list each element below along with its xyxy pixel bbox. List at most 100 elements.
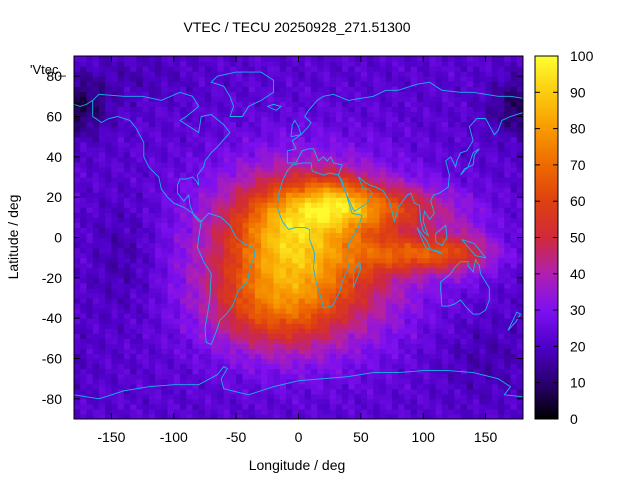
heatmap-cell	[504, 408, 512, 415]
heatmap-cell	[335, 292, 343, 299]
heatmap-cell	[261, 272, 268, 279]
heatmap-cell	[504, 313, 512, 319]
heatmap-cell	[335, 328, 343, 334]
heatmap-cell	[335, 358, 343, 365]
heatmap-cell	[273, 146, 281, 153]
heatmap-cell	[130, 81, 137, 87]
heatmap-cell	[323, 247, 331, 254]
heatmap-cell	[423, 413, 431, 419]
heatmap-cell	[279, 292, 287, 299]
heatmap-cell	[292, 237, 300, 244]
heatmap-cell	[229, 368, 237, 375]
heatmap-cell	[204, 333, 212, 339]
heatmap-cell	[317, 131, 325, 138]
heatmap-cell	[360, 318, 368, 324]
heatmap-cell	[323, 287, 331, 294]
heatmap-cell	[329, 338, 337, 344]
heatmap-cell	[298, 308, 306, 314]
heatmap-cell	[173, 121, 181, 128]
heatmap-cell	[460, 262, 468, 269]
heatmap-cell	[254, 161, 262, 168]
heatmap-cell	[360, 338, 368, 344]
heatmap-cell	[142, 187, 150, 193]
heatmap-cell	[398, 363, 406, 370]
heatmap-cell	[192, 126, 200, 133]
heatmap-cell	[441, 272, 449, 279]
heatmap-cell	[323, 368, 331, 375]
heatmap-cell	[186, 126, 194, 133]
heatmap-cell	[117, 61, 125, 67]
heatmap-cell	[98, 272, 106, 279]
heatmap-cell	[217, 378, 225, 385]
heatmap-cell	[404, 308, 412, 314]
heatmap-cell	[479, 303, 487, 309]
heatmap-cell	[117, 217, 125, 223]
heatmap-cell	[161, 161, 169, 168]
heatmap-cell	[254, 282, 262, 289]
heatmap-cell	[491, 378, 499, 385]
heatmap-cell	[485, 101, 493, 108]
heatmap-cell	[173, 368, 181, 375]
heatmap-cell	[292, 61, 300, 67]
heatmap-cell	[279, 328, 287, 334]
heatmap-cell	[148, 131, 156, 138]
heatmap-cell	[248, 71, 256, 77]
heatmap-cell	[292, 182, 300, 188]
heatmap-cell	[211, 126, 219, 133]
heatmap-cell	[460, 96, 468, 102]
heatmap-cell	[342, 308, 349, 314]
heatmap-cell	[348, 131, 356, 138]
heatmap-cell	[236, 313, 243, 319]
heatmap-cell	[504, 388, 512, 395]
heatmap-cell	[123, 242, 131, 249]
heatmap-cell	[485, 262, 493, 269]
heatmap-cell	[298, 303, 306, 309]
heatmap-cell	[186, 338, 194, 344]
heatmap-cell	[111, 237, 119, 244]
heatmap-cell	[398, 56, 406, 62]
heatmap-cell	[223, 146, 231, 153]
heatmap-cell	[248, 217, 256, 223]
heatmap-cell	[130, 333, 137, 339]
heatmap-cell	[485, 313, 493, 319]
heatmap-cell	[148, 368, 156, 375]
heatmap-cell	[186, 368, 194, 375]
heatmap-cell	[454, 222, 462, 229]
heatmap-cell	[466, 61, 474, 67]
heatmap-cell	[441, 151, 449, 158]
heatmap-cell	[448, 318, 456, 324]
heatmap-cell	[117, 232, 125, 239]
heatmap-cell	[404, 282, 412, 289]
heatmap-cell	[404, 408, 412, 415]
heatmap-cell	[86, 333, 94, 339]
heatmap-cell	[392, 96, 399, 102]
heatmap-cell	[298, 61, 306, 67]
heatmap-cell	[248, 383, 256, 390]
heatmap-cell	[167, 222, 175, 229]
heatmap-cell	[198, 161, 206, 168]
heatmap-cell	[74, 247, 81, 254]
heatmap-cell	[204, 413, 212, 419]
heatmap-cell	[123, 187, 131, 193]
heatmap-cell	[111, 222, 119, 229]
heatmap-cell	[379, 212, 387, 218]
heatmap-cell	[98, 207, 106, 213]
heatmap-cell	[498, 141, 505, 148]
heatmap-cell	[317, 202, 325, 208]
heatmap-cell	[204, 141, 212, 148]
heatmap-cell	[460, 292, 468, 299]
heatmap-cell	[92, 277, 100, 284]
heatmap-cell	[410, 292, 418, 299]
heatmap-cell	[229, 298, 237, 304]
heatmap-cell	[410, 318, 418, 324]
heatmap-cell	[473, 91, 480, 97]
heatmap-cell	[441, 182, 449, 188]
heatmap-cell	[92, 66, 100, 72]
heatmap-cell	[180, 368, 187, 375]
heatmap-cell	[423, 358, 431, 365]
heatmap-cell	[254, 267, 262, 274]
heatmap-cell	[111, 267, 119, 274]
heatmap-cell	[236, 212, 243, 218]
heatmap-cell	[173, 363, 181, 370]
heatmap-cell	[142, 222, 150, 229]
